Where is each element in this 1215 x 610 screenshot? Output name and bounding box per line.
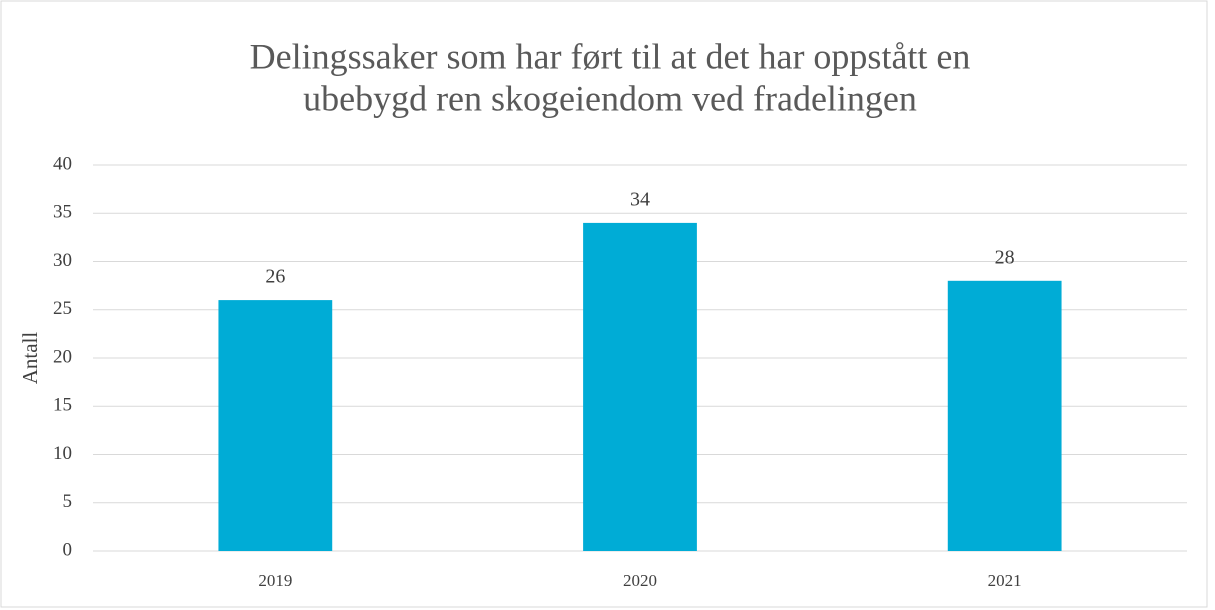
data-label: 28	[995, 246, 1015, 268]
bar	[583, 222, 697, 551]
x-tick-label: 2021	[988, 571, 1022, 590]
y-tick-label: 40	[53, 153, 72, 174]
chart-title: Delingssaker som har ført til at det har…	[250, 36, 971, 76]
data-label: 34	[630, 188, 650, 210]
y-tick-label: 20	[53, 346, 72, 367]
y-tick-label: 15	[53, 395, 72, 416]
y-tick-label: 30	[53, 250, 72, 271]
x-tick-label: 2020	[623, 571, 657, 590]
y-tick-label: 5	[63, 491, 73, 512]
y-tick-label: 10	[53, 443, 72, 464]
bar	[947, 280, 1062, 551]
chart-title: ubebygd ren skogeiendom ved fradelingen	[303, 78, 917, 118]
y-tick-label: 0	[63, 539, 73, 560]
y-axis-label: Antall	[18, 332, 42, 385]
data-label: 26	[265, 266, 285, 288]
y-tick-label: 35	[53, 202, 72, 223]
y-tick-label: 25	[53, 298, 72, 319]
bar	[218, 300, 333, 551]
x-tick-label: 2019	[258, 571, 292, 590]
